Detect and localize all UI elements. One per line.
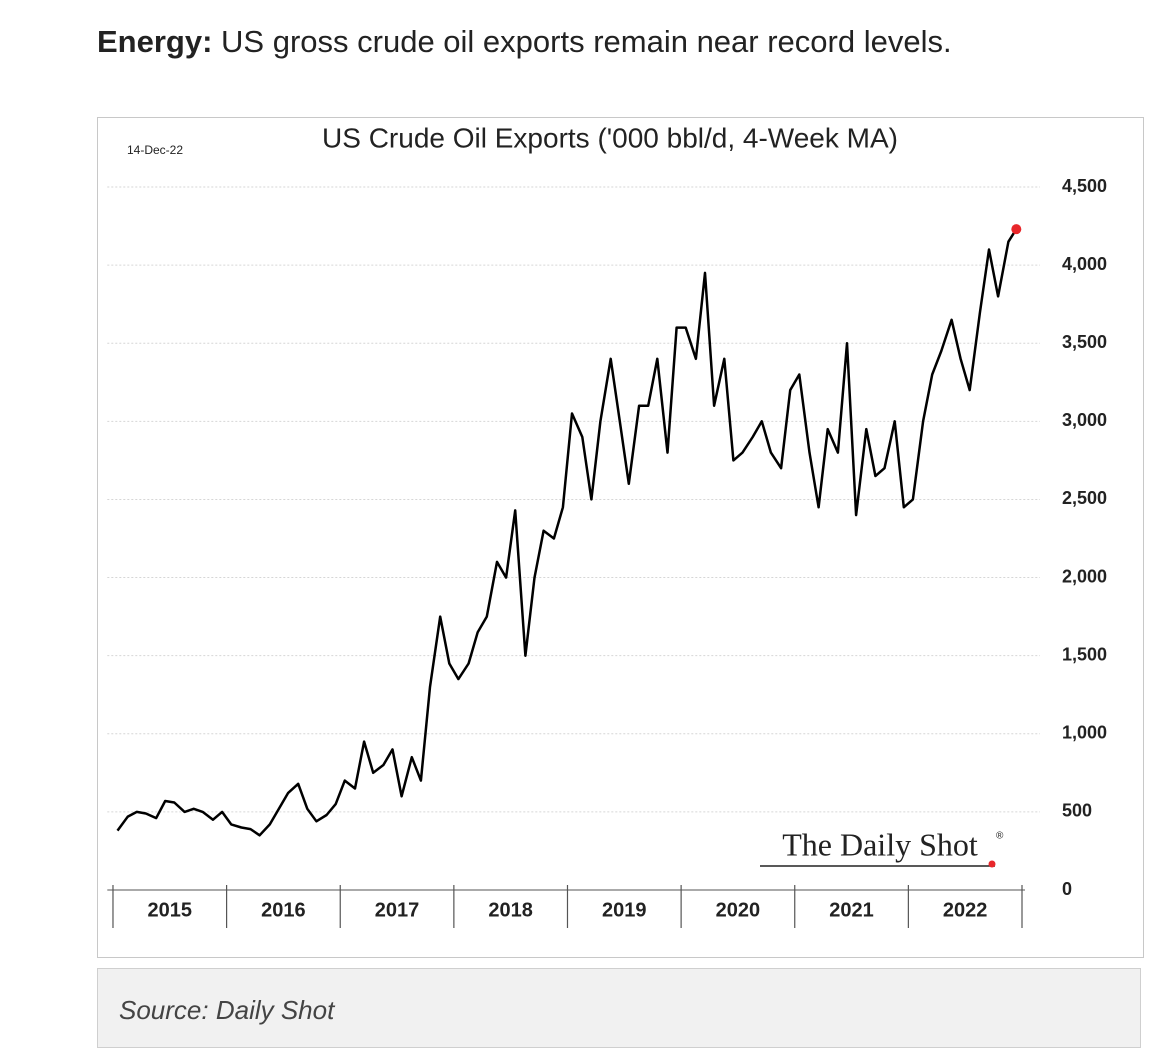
watermark-sup: ® <box>996 831 1004 842</box>
x-tick-label: 2015 <box>148 899 193 921</box>
x-tick-label: 2020 <box>716 899 761 921</box>
x-tick-label: 2017 <box>375 899 420 921</box>
last-point <box>1011 224 1022 235</box>
headline: Energy: US gross crude oil exports remai… <box>97 24 952 60</box>
y-tick-label: 1,000 <box>1062 723 1107 743</box>
y-tick-label: 0 <box>1062 879 1072 899</box>
y-tick-label: 2,500 <box>1062 488 1107 508</box>
line <box>116 228 1018 837</box>
headline-text: US gross crude oil exports remain near r… <box>221 24 952 59</box>
caption-box: Source: Daily Shot <box>97 968 1141 1048</box>
headline-label: Energy: <box>97 24 213 59</box>
watermark-dot <box>988 860 996 868</box>
x-tick-label: 2021 <box>829 899 874 921</box>
y-tick-label: 1,500 <box>1062 644 1107 664</box>
x-tick-label: 2016 <box>261 899 306 921</box>
chart-title: US Crude Oil Exports ('000 bbl/d, 4-Week… <box>322 122 898 153</box>
y-tick-label: 500 <box>1062 801 1092 821</box>
y-tick-label: 3,500 <box>1062 332 1107 352</box>
y-tick-label: 3,000 <box>1062 410 1107 430</box>
y-tick-label: 4,500 <box>1062 176 1107 196</box>
y-tick-label: 2,000 <box>1062 566 1107 586</box>
x-tick-label: 2022 <box>943 899 988 921</box>
chart-date: 14-Dec-22 <box>127 143 183 157</box>
chart: US Crude Oil Exports ('000 bbl/d, 4-Week… <box>97 117 1144 958</box>
x-tick-label: 2019 <box>602 899 647 921</box>
x-tick-label: 2018 <box>488 899 533 921</box>
y-tick-label: 4,000 <box>1062 254 1107 274</box>
watermark: The Daily Shot <box>782 826 978 862</box>
caption: Source: Daily Shot <box>119 995 335 1025</box>
chart-frame <box>97 117 1144 958</box>
